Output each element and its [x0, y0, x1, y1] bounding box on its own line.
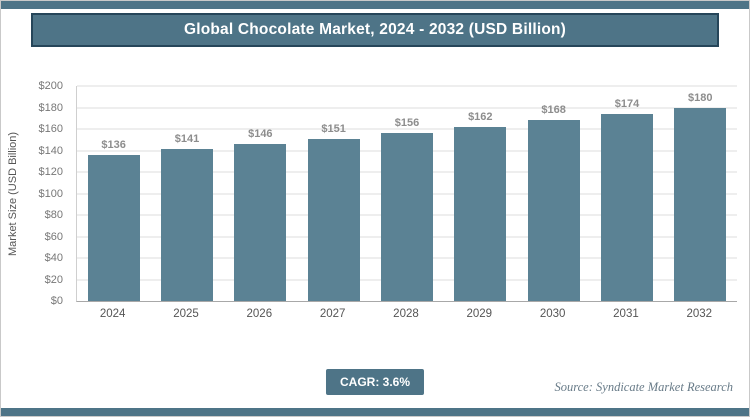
bar-column: $156 — [370, 86, 443, 301]
bar — [307, 138, 360, 301]
y-tick-label: $40 — [44, 252, 63, 264]
bar — [454, 126, 507, 301]
bar — [380, 133, 433, 301]
bar-value-label: $136 — [101, 138, 126, 151]
x-tick-label: 2024 — [99, 308, 126, 320]
bar-value-label: $156 — [394, 117, 420, 130]
plot-area: $136 $141 $146 $151 $156 $162 $168 $174 $180 — [76, 85, 737, 302]
x-tick-label: 2029 — [466, 308, 493, 320]
bar-column: $141 — [150, 86, 223, 301]
y-axis-ticks: $0 $20 $40 $60 $80 $100 $120 $140 $160 $180 $200 — [21, 80, 69, 307]
bar-column: $168 — [517, 86, 590, 301]
x-tick-label: 2032 — [686, 308, 713, 320]
y-tick-label: $140 — [38, 144, 63, 157]
bar-value-label: $146 — [248, 128, 273, 141]
top-accent-strip — [1, 1, 749, 9]
gridline — [77, 107, 737, 108]
y-tick-label: $200 — [38, 80, 63, 92]
bar-value-label: $180 — [688, 91, 713, 104]
y-tick-label: $180 — [38, 101, 63, 114]
y-tick-label: $0 — [50, 295, 63, 307]
bottom-accent-strip — [1, 408, 749, 416]
y-tick-label: $80 — [44, 209, 63, 221]
x-axis-labels: 2024 2025 2026 2027 2028 2029 2030 2031 2032 — [76, 308, 736, 320]
x-tick-label: 2026 — [246, 308, 273, 320]
bar-value-label: $174 — [614, 97, 640, 110]
y-axis-title: Market Size (USD Billion) — [7, 131, 19, 256]
x-tick-label: 2031 — [613, 308, 639, 320]
bar-value-label: $162 — [468, 110, 493, 123]
y-tick-label: $160 — [38, 123, 63, 135]
gridline — [77, 128, 737, 130]
y-tick-label: $100 — [38, 187, 63, 200]
y-tick-label: $20 — [44, 273, 63, 286]
x-tick-label: 2027 — [319, 308, 346, 320]
bar-column: $162 — [444, 86, 517, 301]
bar — [234, 144, 287, 301]
cagr-badge: CAGR: 3.6% — [325, 369, 425, 395]
bar-value-label: $151 — [321, 122, 346, 135]
page-title: Global Chocolate Market, 2024 - 2032 (US… — [31, 13, 719, 47]
bars: $136 $141 $146 $151 $156 $162 $168 $174 $180 — [77, 86, 737, 301]
source-text: Source: Syndicate Market Research — [554, 380, 733, 394]
bar-value-label: $141 — [174, 133, 200, 146]
bar-column: $180 — [664, 86, 737, 301]
x-tick-label: 2030 — [539, 308, 566, 320]
bar — [600, 113, 653, 301]
bar — [674, 107, 727, 301]
bar — [87, 154, 140, 301]
y-tick-label: $60 — [44, 230, 63, 243]
bar-column: $174 — [590, 86, 663, 301]
gridline — [77, 85, 737, 87]
bar-column: $146 — [224, 86, 297, 301]
x-tick-label: 2028 — [393, 308, 419, 320]
bar-column: $151 — [297, 86, 370, 301]
bar-value-label: $168 — [541, 104, 566, 117]
bar-column: $136 — [77, 86, 150, 301]
x-tick-label: 2025 — [173, 308, 199, 320]
y-tick-label: $120 — [38, 166, 63, 178]
bar — [527, 120, 580, 301]
bar — [160, 149, 213, 301]
